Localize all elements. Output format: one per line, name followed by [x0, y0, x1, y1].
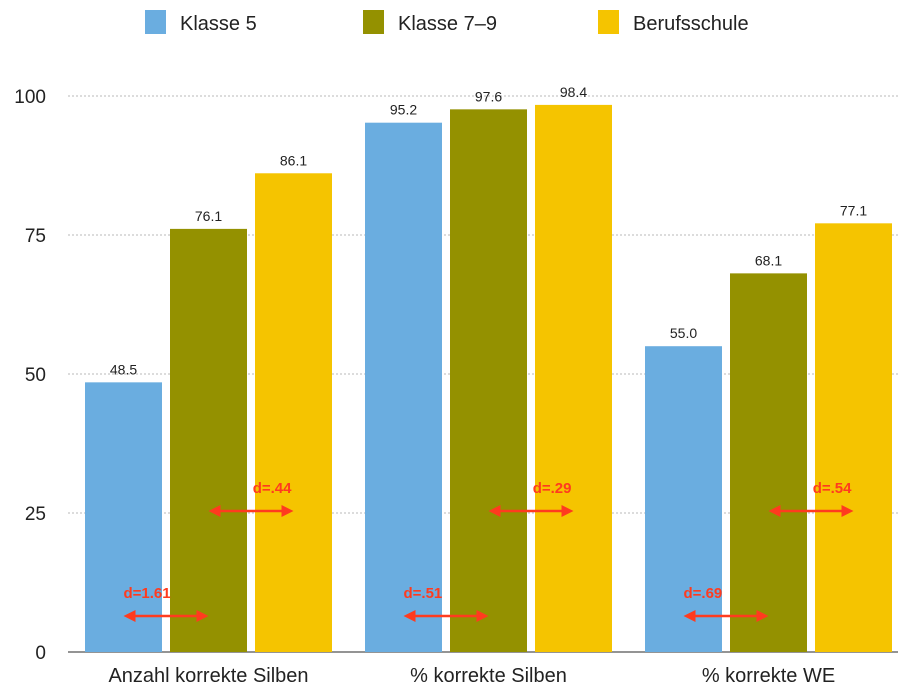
data-label: 77.1: [840, 202, 867, 218]
effect-size-label: d=.69: [684, 585, 723, 602]
effect-size-label: d=.51: [404, 585, 443, 602]
legend-swatch: [363, 10, 384, 34]
data-label: 76.1: [195, 208, 222, 224]
bar: [255, 173, 332, 652]
annotation-arrowhead: [561, 505, 574, 517]
bar: [730, 273, 807, 652]
effect-size-label: d=.54: [813, 480, 852, 497]
y-tick-label: 0: [35, 643, 46, 664]
x-category-label: Anzahl korrekte Silben: [108, 665, 308, 686]
data-label: 98.4: [560, 84, 587, 100]
bar: [535, 104, 612, 652]
annotation-arrowhead: [841, 505, 854, 517]
data-label: 86.1: [280, 152, 307, 168]
annotation-arrowhead: [683, 610, 696, 622]
y-tick-label: 50: [25, 365, 46, 386]
y-tick-label: 75: [25, 226, 46, 247]
annotation-arrowhead: [123, 610, 136, 622]
annotation-arrowhead: [488, 505, 501, 517]
annotation-arrowhead: [403, 610, 416, 622]
bar: [170, 228, 247, 652]
x-category-label: % korrekte WE: [702, 665, 835, 686]
legend-label: Berufsschule: [633, 13, 749, 35]
annotation-arrowhead: [768, 505, 781, 517]
data-label: 97.6: [475, 88, 502, 104]
legend-label: Klasse 5: [180, 13, 257, 35]
data-label: 48.5: [110, 361, 137, 377]
effect-size-label: d=.29: [533, 480, 572, 497]
legend-swatch: [598, 10, 619, 34]
bar: [815, 223, 892, 652]
bar: [450, 109, 527, 653]
effect-size-label: d=1.61: [124, 585, 171, 602]
annotation-arrowhead: [756, 610, 769, 622]
legend-swatch: [145, 10, 166, 34]
bar: [365, 122, 442, 653]
data-label: 55.0: [670, 325, 697, 341]
annotation-arrowhead: [476, 610, 489, 622]
y-tick-label: 100: [14, 87, 46, 108]
annotation-arrowhead: [208, 505, 221, 517]
effect-size-label: d=.44: [253, 480, 292, 497]
bar: [645, 346, 722, 652]
data-label: 68.1: [755, 252, 782, 268]
annotation-arrowhead: [281, 505, 294, 517]
x-category-label: % korrekte Silben: [410, 665, 567, 686]
annotation-arrowhead: [196, 610, 209, 622]
legend-label: Klasse 7–9: [398, 13, 497, 35]
data-label: 95.2: [390, 102, 417, 118]
y-tick-label: 25: [25, 504, 46, 525]
bar: [85, 382, 162, 652]
